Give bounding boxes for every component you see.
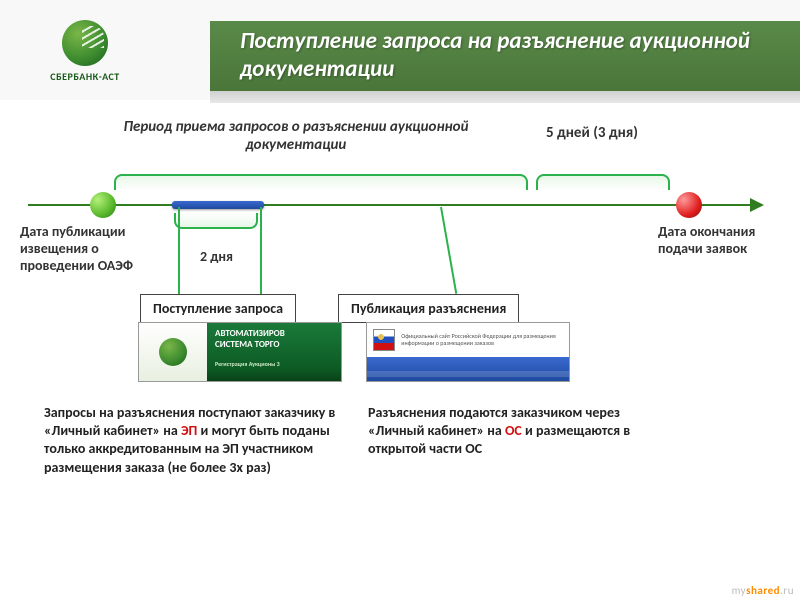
label-end: Дата окончания подачи заявок bbox=[658, 224, 778, 258]
header: СБЕРБАНК-АСТ Поступление запроса на разъ… bbox=[0, 0, 800, 100]
header-bar: Поступление запроса на разъяснение аукци… bbox=[210, 21, 800, 91]
paragraph-request: Запросы на разъяснения поступают заказчи… bbox=[44, 404, 342, 477]
days5-label: 5 дней (3 дня) bbox=[546, 124, 638, 142]
connector-2 bbox=[260, 207, 262, 295]
flag-icon bbox=[373, 329, 395, 351]
timeline bbox=[28, 204, 762, 206]
connector-1 bbox=[178, 207, 180, 295]
watermark: myshared.ru bbox=[732, 584, 794, 597]
header-shelf bbox=[210, 91, 800, 103]
bracket-period bbox=[114, 174, 528, 190]
shot2-bot bbox=[367, 357, 569, 381]
para1-hl: ЭП bbox=[181, 422, 197, 439]
blue-segment bbox=[172, 201, 264, 209]
logo-text: СБЕРБАНК-АСТ bbox=[40, 70, 130, 83]
period-label: Период приема запросов о разъяснении аук… bbox=[116, 118, 476, 154]
page-title: Поступление запроса на разъяснение аукци… bbox=[240, 28, 800, 83]
shot1-line2: СИСТЕМА ТОРГО bbox=[215, 340, 335, 351]
label-start: Дата публикации извещения о проведении О… bbox=[20, 224, 160, 274]
logo: СБЕРБАНК-АСТ bbox=[40, 20, 130, 83]
content: Период приема запросов о разъяснении аук… bbox=[0, 104, 800, 600]
paragraph-publish: Разъяснения подаются заказчиком через «Л… bbox=[368, 404, 658, 459]
label-2days: 2 дня bbox=[200, 248, 233, 265]
step-box-publish: Публикация разъяснения bbox=[338, 294, 519, 323]
logo-icon bbox=[62, 20, 108, 66]
screenshot-text-panel: АВТОМАТИЗИРОВ СИСТЕМА ТОРГО Регистрация … bbox=[207, 323, 341, 381]
bracket-5days bbox=[536, 174, 670, 190]
mini-logo-icon bbox=[159, 338, 187, 366]
screenshot-zakupki: Официальный сайт Российской Федерации дл… bbox=[366, 322, 570, 382]
dot-start-icon bbox=[90, 192, 116, 218]
shot2-top: Официальный сайт Российской Федерации дл… bbox=[367, 323, 569, 357]
para2-hl: ОС bbox=[505, 422, 522, 439]
bracket-2days bbox=[174, 213, 258, 229]
shot1-tiny: Регистрация Аукционы З bbox=[215, 361, 335, 368]
screenshot-logo-panel bbox=[139, 323, 207, 381]
shot2-text: Официальный сайт Российской Федерации дл… bbox=[401, 333, 569, 346]
step-box-request: Поступление запроса bbox=[140, 294, 296, 323]
dot-end-icon bbox=[676, 192, 702, 218]
timeline-arrow-icon bbox=[750, 198, 764, 212]
screenshot-sberbank-ast: АВТОМАТИЗИРОВ СИСТЕМА ТОРГО Регистрация … bbox=[138, 322, 342, 382]
timeline-line bbox=[28, 204, 750, 206]
connector-3 bbox=[440, 207, 457, 294]
